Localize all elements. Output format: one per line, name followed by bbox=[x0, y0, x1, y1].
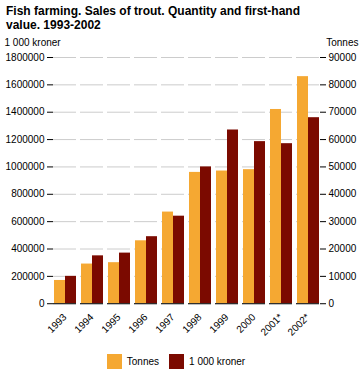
svg-text:70000: 70000 bbox=[329, 106, 357, 117]
html-text:Tonnes: Tonnes bbox=[126, 356, 159, 367]
svg-text:1994: 1994 bbox=[72, 311, 96, 335]
svg-text:1600000: 1600000 bbox=[6, 79, 45, 90]
svg-text:Tonnes: Tonnes bbox=[326, 36, 358, 47]
svg-text:1993: 1993 bbox=[45, 311, 69, 335]
svg-text:600000: 600000 bbox=[11, 216, 45, 227]
svg-text:60000: 60000 bbox=[329, 134, 357, 145]
svg-text:1997: 1997 bbox=[153, 311, 177, 335]
svg-text:10000: 10000 bbox=[329, 270, 357, 281]
svg-text:400000: 400000 bbox=[11, 243, 45, 254]
svg-text:20000: 20000 bbox=[329, 243, 357, 254]
svg-text:1998: 1998 bbox=[180, 311, 204, 335]
svg-text:0: 0 bbox=[329, 298, 335, 309]
svg-text:1400000: 1400000 bbox=[6, 106, 45, 117]
html-text:Fish farming. Sales of trout.: Fish farming. Sales of trout. Quantity a… bbox=[6, 4, 300, 33]
svg-text:2002*: 2002* bbox=[285, 311, 311, 337]
svg-text:1 000 kroner: 1 000 kroner bbox=[5, 36, 62, 47]
svg-text:80000: 80000 bbox=[329, 79, 357, 90]
svg-text:1999: 1999 bbox=[207, 311, 231, 335]
svg-text:1800000: 1800000 bbox=[6, 51, 45, 62]
svg-text:0: 0 bbox=[39, 298, 45, 309]
svg-text:200000: 200000 bbox=[11, 270, 45, 281]
svg-text:1996: 1996 bbox=[126, 311, 150, 335]
svg-text:40000: 40000 bbox=[329, 188, 357, 199]
svg-text:1995: 1995 bbox=[99, 311, 123, 335]
svg-text:1200000: 1200000 bbox=[6, 134, 45, 145]
svg-text:30000: 30000 bbox=[329, 216, 357, 227]
html-text:1 000 kroner: 1 000 kroner bbox=[189, 356, 246, 367]
svg-text:2000: 2000 bbox=[234, 311, 258, 335]
svg-text:2001*: 2001* bbox=[258, 311, 284, 337]
svg-text:50000: 50000 bbox=[329, 161, 357, 172]
svg-text:90000: 90000 bbox=[329, 51, 357, 62]
svg-text:800000: 800000 bbox=[11, 188, 45, 199]
svg-text:1000000: 1000000 bbox=[6, 161, 45, 172]
